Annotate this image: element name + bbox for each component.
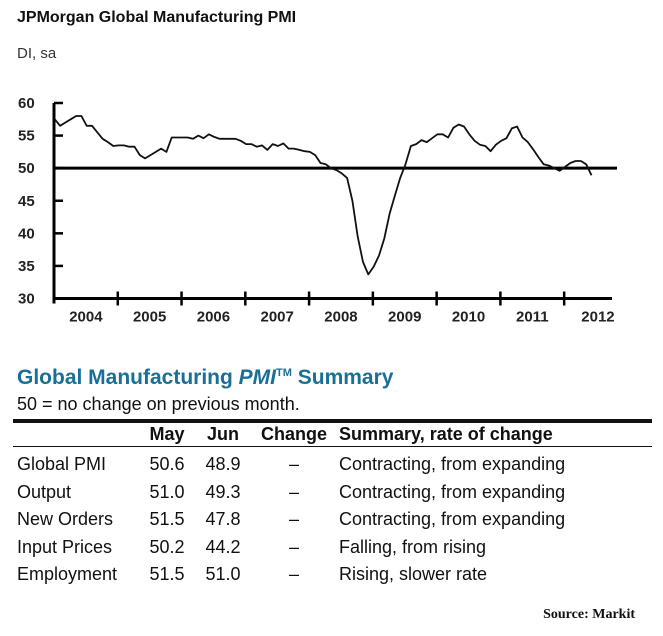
chart-title: JPMorgan Global Manufacturing PMI [17, 9, 297, 26]
summary-title: Global Manufacturing PMITM Summary [17, 366, 393, 390]
y-axis: 30 35 40 45 50 55 60 [18, 95, 63, 308]
row-jun-value: 51.0 [205, 564, 241, 585]
table-row: Employment 51.5 51.0 – Rising, slower ra… [13, 561, 652, 589]
column-header-change: Change [253, 419, 335, 447]
y-tick-label: 45 [18, 193, 35, 210]
x-tick-label: 2006 [197, 309, 230, 326]
row-change: – [288, 564, 299, 585]
column-header-summary: Summary, rate of change [335, 419, 652, 447]
y-tick-label: 50 [18, 160, 35, 177]
column-header-jun: Jun [193, 419, 253, 447]
row-change: – [288, 536, 299, 557]
row-summary: Contracting, from expanding [339, 454, 566, 475]
table-header-row: May Jun Change Summary, rate of change [13, 419, 652, 447]
chart-subtitle: DI, sa [17, 45, 57, 62]
table-row: New Orders 51.5 47.8 – Contracting, from… [13, 506, 652, 534]
row-summary: Contracting, from expanding [339, 481, 566, 502]
row-jun-value: 48.9 [205, 454, 241, 475]
summary-title-pmi: PMI [238, 366, 277, 389]
row-may-value: 51.5 [149, 564, 185, 585]
y-tick-label: 60 [18, 95, 35, 112]
x-tick-label: 2004 [69, 309, 103, 326]
row-name: Input Prices [17, 536, 113, 557]
column-header-may: May [141, 419, 193, 447]
pmi-series-line [54, 115, 593, 276]
y-tick-label: 30 [18, 291, 35, 308]
row-may-value: 50.2 [149, 536, 185, 557]
row-may-value: 51.5 [149, 509, 185, 530]
column-header-name [13, 419, 141, 447]
summary-title-prefix: Global Manufacturing [17, 366, 239, 389]
series-layer [54, 115, 593, 276]
source-credit: Source: Markit [543, 607, 635, 622]
x-tick-label: 2012 [581, 309, 614, 326]
row-jun-value: 49.3 [205, 481, 241, 502]
x-tick-label: 2008 [324, 309, 357, 326]
row-name: Employment [17, 564, 118, 585]
row-name: Global PMI [17, 454, 107, 475]
table-row: Global PMI 50.6 48.9 – Contracting, from… [13, 447, 652, 479]
row-jun-value: 44.2 [205, 536, 241, 557]
trademark-mark: TM [276, 367, 292, 379]
x-axis: 2004 2005 2006 2007 2008 2009 2010 2011 2012 [52, 291, 615, 326]
row-change: – [288, 454, 299, 475]
x-tick-label: 2007 [261, 309, 294, 326]
x-tick-label: 2011 [516, 309, 549, 326]
x-tick-label: 2010 [452, 309, 485, 326]
summary-note: 50 = no change on previous month. [17, 394, 300, 414]
row-summary: Rising, slower rate [339, 564, 488, 585]
row-name: New Orders [17, 509, 114, 530]
table-row: Input Prices 50.2 44.2 – Falling, from r… [13, 534, 652, 562]
row-name: Output [17, 481, 72, 502]
y-tick-label: 40 [18, 225, 35, 242]
row-may-value: 50.6 [149, 454, 185, 475]
y-tick-label: 35 [18, 258, 35, 275]
row-change: – [288, 509, 299, 530]
summary-table: May Jun Change Summary, rate of change G… [13, 419, 652, 589]
summary-title-suffix: Summary [291, 366, 394, 389]
row-summary: Contracting, from expanding [339, 509, 566, 530]
row-jun-value: 47.8 [205, 509, 241, 530]
x-tick-label: 2005 [133, 309, 166, 326]
table-row: Output 51.0 49.3 – Contracting, from exp… [13, 479, 652, 507]
x-tick-label: 2009 [388, 309, 421, 326]
y-tick-label: 55 [18, 128, 35, 145]
row-summary: Falling, from rising [339, 536, 487, 557]
row-may-value: 51.0 [149, 481, 185, 502]
row-change: – [288, 481, 299, 502]
